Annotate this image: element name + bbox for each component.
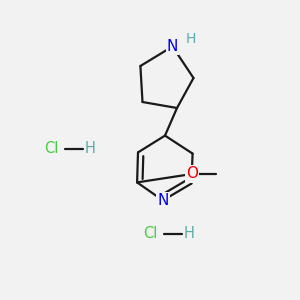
Text: H: H [185, 32, 196, 46]
Text: N: N [157, 193, 169, 208]
Text: Cl: Cl [44, 141, 58, 156]
Text: O: O [186, 167, 198, 182]
Text: H: H [184, 226, 194, 242]
Text: H: H [85, 141, 95, 156]
Text: Cl: Cl [143, 226, 157, 242]
Text: N: N [167, 39, 178, 54]
